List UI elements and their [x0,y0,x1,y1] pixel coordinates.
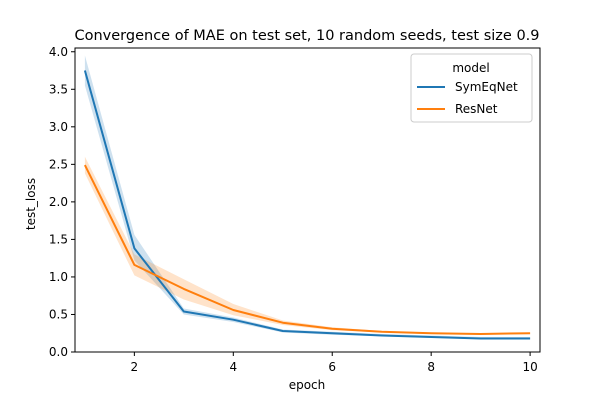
confidence-bands [84,55,531,340]
x-tick-label: 2 [131,360,139,374]
y-tick-label: 2.5 [49,157,68,171]
x-axis-label: epoch [289,378,326,392]
x-tick-label: 4 [229,360,237,374]
line-symeqnet [83,70,531,340]
legend-title: model [452,61,489,75]
y-tick-label: 0.5 [49,307,68,321]
y-axis-label: test_loss [24,178,38,230]
chart-title: Convergence of MAE on test set, 10 rando… [74,28,539,44]
y-tick-label: 0.0 [49,345,68,359]
y-tick-label: 3.5 [49,82,68,96]
legend-label-symeqnet: SymEqNet [455,80,518,94]
legend-label-resnet: ResNet [455,102,498,116]
legend: model SymEqNet ResNet [410,53,533,123]
y-tick-label: 3.0 [49,120,68,134]
y-axis-ticks: 0.0 0.5 1.0 1.5 2.0 2.5 3.0 3.5 4.0 [49,45,75,359]
x-axis-ticks: 2 4 6 8 10 [131,352,538,374]
plot-frame [74,47,541,353]
legend-frame [410,53,533,123]
series-lines [83,70,531,340]
x-tick-label: 10 [522,360,537,374]
axes [74,47,541,353]
x-tick-label: 8 [427,360,435,374]
y-tick-label: 1.0 [49,270,68,284]
line-resnet [84,164,531,335]
legend-items: SymEqNet ResNet [417,80,518,116]
y-tick-label: 2.0 [49,195,68,209]
x-tick-label: 6 [328,360,336,374]
y-tick-label: 1.5 [49,232,68,246]
y-tick-label: 4.0 [49,45,68,59]
band-resnet [84,156,531,335]
